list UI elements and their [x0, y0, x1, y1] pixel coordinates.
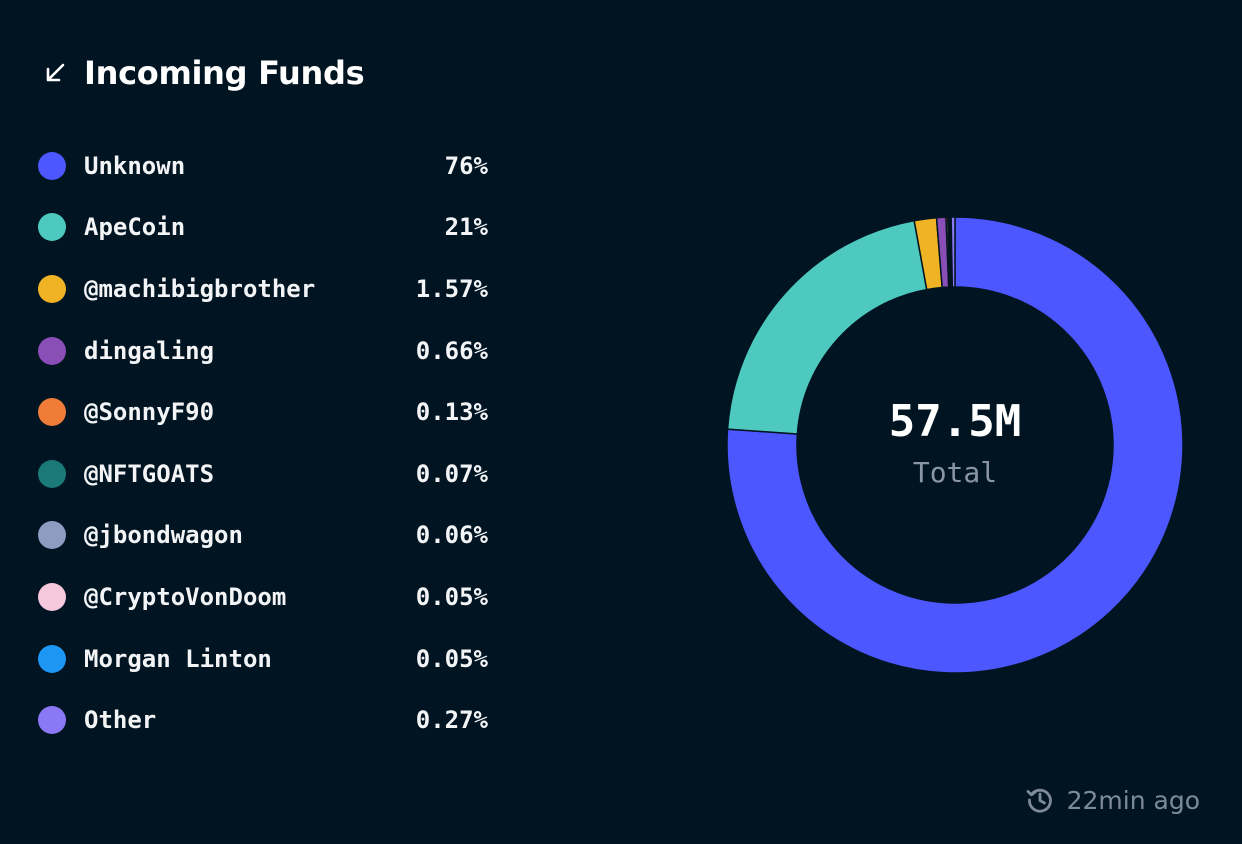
legend-label: ApeCoin — [84, 213, 186, 242]
legend-dot — [38, 213, 66, 242]
last-updated-text: 22min ago — [1066, 785, 1200, 815]
last-updated: 22min ago — [1025, 782, 1200, 818]
legend-value: 0.66% — [415, 336, 488, 365]
legend-dot — [38, 706, 66, 735]
donut-slices — [726, 216, 1184, 674]
legend-item-morgan-linton[interactable]: Morgan Linton 0.05% — [38, 628, 488, 690]
legend-value: 0.05% — [415, 582, 488, 611]
legend-label: Unknown — [84, 151, 186, 180]
legend-label: @NFTGOATS — [84, 459, 215, 488]
donut-total-label: Total — [913, 456, 997, 489]
donut-slice-unknown[interactable] — [726, 216, 1184, 674]
legend-label: @jbondwagon — [84, 521, 243, 550]
donut-slice-other[interactable] — [950, 216, 956, 288]
legend-item-nftgoats[interactable]: @NFTGOATS 0.07% — [38, 443, 488, 505]
legend-value: 0.05% — [415, 644, 488, 673]
legend-dot — [38, 398, 66, 427]
legend-item-machibigbrother[interactable]: @machibigbrother 1.57% — [38, 258, 488, 320]
legend-item-unknown[interactable]: Unknown 76% — [38, 135, 488, 197]
legend-dot — [38, 459, 66, 488]
arrow-down-left-icon — [46, 63, 65, 82]
legend-label: Morgan Linton — [84, 644, 272, 673]
legend-item-dingaling[interactable]: dingaling 0.66% — [38, 320, 488, 382]
clock-refresh-icon — [1026, 788, 1052, 813]
legend-value: 1.57% — [415, 274, 488, 303]
legend-label: @CryptoVonDoom — [84, 582, 287, 611]
legend-value: 21% — [444, 213, 488, 242]
donut-total-value: 57.5M — [889, 396, 1021, 447]
legend: Unknown 76% ApeCoin 21% @machibigbrother… — [38, 135, 488, 751]
card-title: Incoming Funds — [84, 54, 365, 92]
legend-item-jbondwagon[interactable]: @jbondwagon 0.06% — [38, 505, 488, 567]
legend-label: Other — [84, 706, 157, 735]
card-header: Incoming Funds — [42, 50, 365, 96]
legend-dot — [38, 644, 66, 673]
legend-value: 0.06% — [415, 521, 488, 550]
legend-item-apecoin[interactable]: ApeCoin 21% — [38, 197, 488, 259]
legend-dot — [38, 151, 66, 180]
legend-label: dingaling — [84, 336, 215, 365]
legend-value: 76% — [444, 151, 488, 180]
legend-item-cryptovondoom[interactable]: @CryptoVonDoom 0.05% — [38, 566, 488, 628]
legend-item-other[interactable]: Other 0.27% — [38, 689, 488, 751]
legend-value: 0.27% — [415, 706, 488, 735]
donut-chart: 57.5M Total — [726, 216, 1184, 674]
legend-item-sonnyf90[interactable]: @SonnyF90 0.13% — [38, 381, 488, 443]
legend-dot — [38, 274, 66, 303]
legend-label: @machibigbrother — [84, 274, 316, 303]
legend-dot — [38, 336, 66, 365]
legend-dot — [38, 582, 66, 611]
legend-dot — [38, 521, 66, 550]
legend-value: 0.13% — [415, 398, 488, 427]
legend-label: @SonnyF90 — [84, 398, 215, 427]
legend-value: 0.07% — [415, 459, 488, 488]
